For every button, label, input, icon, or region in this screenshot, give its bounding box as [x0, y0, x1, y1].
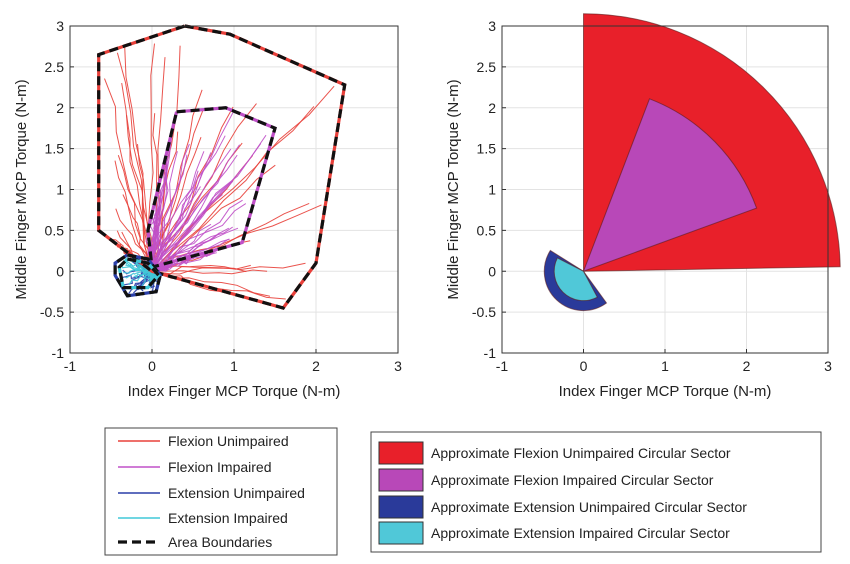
trajectory-line: [151, 143, 190, 272]
trajectory-line: [104, 78, 153, 272]
legend-entry-flexion-impaired-sector: Approximate Flexion Impaired Circular Se…: [378, 468, 714, 492]
area-boundary: [97, 24, 347, 310]
legend-entry-flexion-unimpaired: Flexion Unimpaired: [118, 433, 289, 449]
area-boundary: [113, 253, 162, 298]
trajectory-line: [124, 46, 153, 272]
legend-label: Flexion Impaired: [168, 459, 272, 475]
left-plot: -1 0 1 2 3 -1 -0.5 0 0.5 1 1.5 2 2.5 3 Index Finger MC…: [13, 18, 402, 400]
x-tick-label: 2: [743, 358, 751, 374]
y-tick-label: -1: [484, 345, 497, 361]
legend-swatch: [378, 495, 424, 519]
y-axis-label: Middle Finger MCP Torque (N-m): [445, 79, 462, 299]
trajectory-line: [151, 106, 315, 272]
trajectory-line: [151, 180, 218, 272]
x-tick-label: 1: [230, 358, 238, 374]
x-tick-label: 0: [580, 358, 588, 374]
y-tick-label: 2: [488, 100, 496, 116]
x-axis-label: Index Finger MCP Torque (N-m): [128, 383, 341, 400]
left-legend: Flexion Unimpaired Flexion Impaired Exte…: [104, 427, 338, 556]
legend-label: Area Boundaries: [168, 534, 272, 550]
x-tick-label: -1: [496, 358, 509, 374]
x-axis-label: Index Finger MCP Torque (N-m): [559, 383, 772, 400]
legend-swatch: [378, 441, 424, 465]
y-tick-label: -1: [52, 345, 65, 361]
legend-label: Approximate Flexion Unimpaired Circular …: [431, 445, 731, 461]
legend-label: Flexion Unimpaired: [168, 433, 289, 449]
trajectory-line: [121, 83, 153, 272]
x-tick-label: -1: [64, 358, 77, 374]
y-tick-label: -0.5: [472, 304, 496, 320]
y-axis-label: Middle Finger MCP Torque (N-m): [13, 79, 30, 299]
legend-swatch: [378, 468, 424, 492]
legend-entry-extension-unimpaired: Extension Unimpaired: [118, 485, 305, 501]
y-tick-label: 2: [56, 100, 64, 116]
y-tick-label: 3: [488, 18, 496, 34]
trajectory-line: [151, 186, 201, 272]
right-legend: Approximate Flexion Unimpaired Circular …: [370, 431, 822, 553]
legend-swatch: [378, 521, 424, 545]
legend-entry-extension-impaired-sector: Approximate Extension Impaired Circular …: [378, 521, 730, 545]
y-tick-label: 1: [488, 182, 496, 198]
right-legend-box: [370, 431, 822, 553]
y-tick-label: 1.5: [477, 141, 497, 157]
legend-label: Extension Impaired: [168, 510, 288, 526]
trajectory-line: [151, 227, 239, 272]
trajectory-line: [151, 134, 267, 272]
sector-1: [582, 98, 758, 273]
legend-entry-flexion-unimpaired-sector: Approximate Flexion Unimpaired Circular …: [378, 441, 731, 465]
y-tick-label: 2.5: [45, 59, 65, 75]
x-tick-label: 0: [148, 358, 156, 374]
legend-entry-flexion-impaired: Flexion Impaired: [118, 459, 272, 475]
area-boundary: [117, 257, 161, 290]
legend-label: Approximate Extension Impaired Circular …: [431, 525, 730, 541]
trajectory-line: [151, 151, 205, 272]
trajectory-line: [151, 154, 238, 272]
trajectory-line: [114, 160, 153, 272]
y-tick-label: 0.5: [477, 222, 497, 238]
legend-label: Extension Unimpaired: [168, 485, 305, 501]
x-tick-label: 2: [312, 358, 320, 374]
legend-entry-extension-unimpaired-sector: Approximate Extension Unimpaired Circula…: [378, 495, 747, 519]
trajectory-line: [151, 89, 203, 272]
y-tick-label: 2.5: [477, 59, 497, 75]
legend-label: Approximate Extension Unimpaired Circula…: [431, 499, 747, 515]
trajectory-line: [151, 148, 232, 272]
trajectory-line: [123, 268, 153, 274]
y-tick-label: 3: [56, 18, 64, 34]
x-tick-label: 1: [661, 358, 669, 374]
trajectory-line: [128, 270, 153, 286]
legend-entry-area-boundaries: Area Boundaries: [118, 534, 272, 550]
y-tick-label: 1.5: [45, 141, 65, 157]
legend-entry-extension-impaired: Extension Impaired: [118, 510, 288, 526]
trajectory-line: [122, 194, 153, 272]
trajectory-line: [133, 269, 153, 279]
trajectory-line: [151, 269, 268, 275]
trajectory-line: [116, 52, 153, 272]
x-tick-label: 3: [394, 358, 402, 374]
y-tick-label: 0: [488, 263, 496, 279]
area-boundary: [146, 106, 277, 270]
x-tick-label: 3: [824, 358, 832, 374]
right-plot: -1 0 1 2 3 -1 -0.5 0 0.5 1 1.5 2 2.5 3 Index Finger MC…: [445, 13, 841, 400]
y-tick-label: -0.5: [40, 304, 64, 320]
left-legend-box: [104, 427, 338, 556]
legend-label: Approximate Flexion Impaired Circular Se…: [431, 472, 714, 488]
sector-3: [553, 257, 598, 302]
y-tick-label: 1: [56, 182, 64, 198]
y-tick-label: 0: [56, 263, 64, 279]
y-tick-label: 0.5: [45, 222, 65, 238]
